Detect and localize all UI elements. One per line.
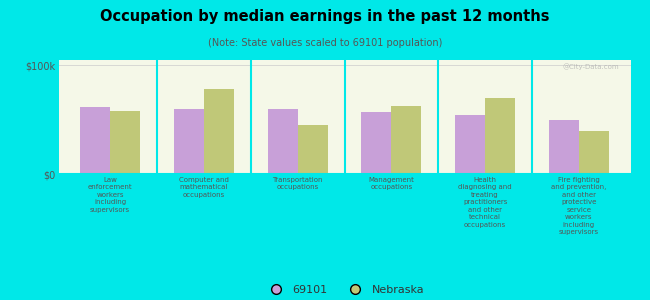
- Text: Occupation by median earnings in the past 12 months: Occupation by median earnings in the pas…: [100, 9, 550, 24]
- Bar: [110, 111, 140, 174]
- Bar: [455, 116, 485, 174]
- Bar: [174, 109, 204, 174]
- Bar: [549, 120, 579, 174]
- Bar: [298, 125, 328, 174]
- Bar: [579, 130, 609, 174]
- Bar: [485, 98, 515, 174]
- Legend: 69101, Nebraska: 69101, Nebraska: [260, 281, 429, 299]
- Bar: [80, 107, 110, 174]
- Bar: [204, 89, 234, 174]
- Text: (Note: State values scaled to 69101 population): (Note: State values scaled to 69101 popu…: [208, 38, 442, 47]
- Text: @City-Data.com: @City-Data.com: [562, 63, 619, 70]
- Bar: [268, 109, 298, 174]
- Bar: [361, 112, 391, 174]
- Bar: [391, 106, 421, 174]
